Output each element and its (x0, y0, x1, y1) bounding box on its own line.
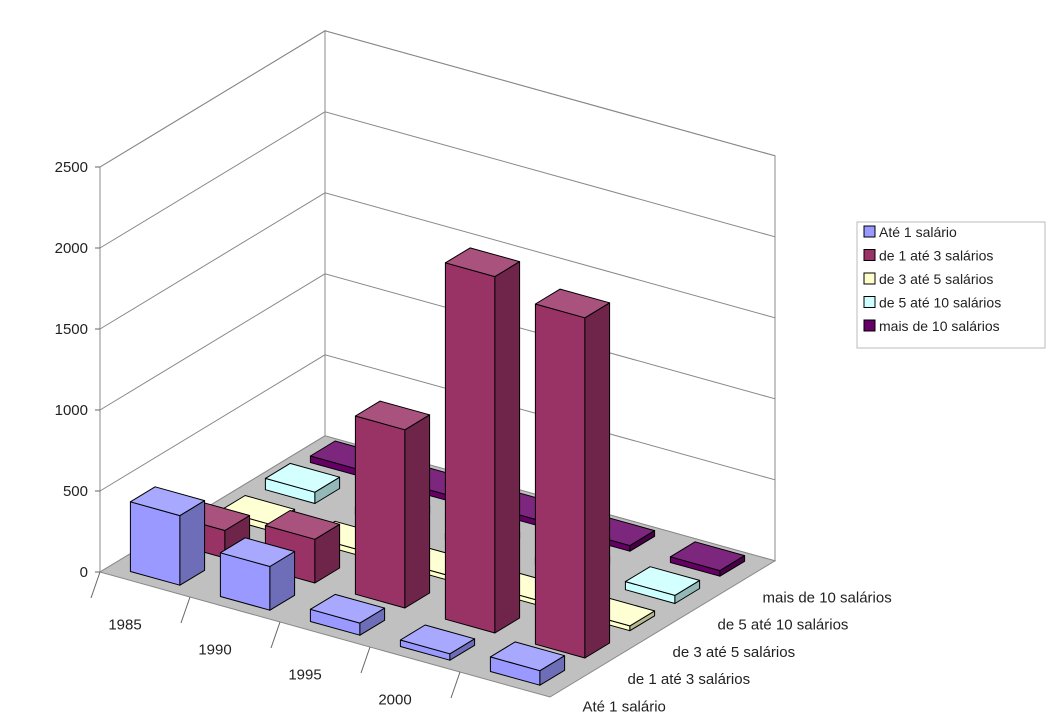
gridline (99, 354, 776, 492)
legend-label: Até 1 salário (879, 224, 957, 240)
chart-walls (99, 29, 776, 573)
legend-label: de 5 até 10 salários (879, 295, 1001, 311)
bar (669, 541, 746, 577)
legend-swatch (863, 272, 876, 285)
x-tick-label: 1990 (198, 642, 231, 659)
bar (399, 624, 476, 661)
bar-top-face (129, 486, 206, 517)
bar (129, 486, 206, 586)
depth-tick-label: de 5 até 10 salários (718, 617, 849, 634)
y-tick-label: 1000 (55, 402, 88, 419)
x-tick-mark (360, 646, 371, 674)
bars-layer (129, 247, 746, 686)
y-tick-label: 2500 (55, 159, 88, 176)
bar-side-face (404, 414, 431, 609)
bar-top-face (264, 462, 341, 493)
gridline (99, 30, 776, 168)
legend-box (856, 221, 1046, 349)
y-axis-ticks: 0 500 1000 1500 2000 2500 (55, 159, 100, 581)
bar-front-face (129, 501, 181, 586)
bar-side-face (494, 261, 521, 634)
depth-tick-label: mais de 10 salários (763, 589, 892, 606)
depth-tick-label: de 1 até 3 salários (628, 671, 751, 688)
bar-top-face (399, 624, 476, 655)
bar (264, 462, 341, 504)
depth-tick-label: de 3 até 5 salários (673, 644, 796, 661)
gridline (99, 192, 776, 330)
x-tick-mark (270, 621, 281, 649)
depth-tick-label: Até 1 salário (583, 698, 666, 713)
bar (534, 288, 611, 659)
bar-top-face (219, 537, 296, 567)
bar-top-face (264, 510, 341, 540)
x-axis-ticks: 19851990199520002005 (90, 571, 461, 709)
bar-top-face (669, 541, 746, 572)
gridline (99, 111, 776, 249)
bar-front-face (354, 415, 406, 609)
gridline (99, 273, 776, 411)
legend-swatch (863, 225, 876, 238)
bar (624, 566, 701, 604)
x-tick-mark (90, 571, 101, 599)
x-tick-label: 1985 (108, 617, 141, 634)
legend-swatch (863, 319, 876, 332)
y-tick-label: 0 (80, 564, 88, 581)
bar-top-face (309, 593, 386, 624)
y-tick-label: 1500 (55, 321, 88, 338)
x-tick-label: 1995 (288, 667, 321, 684)
legend: Até 1 salário de 1 até 3 salários de 3 até… (856, 221, 1046, 349)
bar-front-face (444, 262, 496, 634)
bar-top-face (489, 641, 566, 672)
x-tick-mark (180, 596, 191, 624)
legend-label: de 1 até 3 salários (879, 248, 993, 264)
bar-top-face (444, 247, 521, 278)
bar-top-face (354, 400, 431, 431)
bar (444, 247, 521, 634)
legend-label: de 3 até 5 salários (879, 271, 993, 287)
bar-top-face (219, 495, 296, 525)
x-tick-mark (450, 671, 461, 699)
bar (489, 641, 566, 686)
x-tick-label: 2000 (378, 692, 411, 709)
depth-axis-ticks: Até 1 salário de 1 até 3 salários de 3 até… (583, 589, 892, 713)
y-tick-label: 2000 (55, 240, 88, 257)
bar-top-face (624, 566, 701, 596)
legend-label: mais de 10 salários (879, 318, 1000, 334)
bar-front-face (534, 303, 586, 659)
legend-swatch (863, 249, 876, 261)
y-tick-label: 500 (63, 483, 88, 500)
bar-top-face (534, 288, 611, 319)
legend-swatch (863, 296, 876, 308)
bar (219, 537, 296, 611)
bar (354, 400, 431, 609)
bar (309, 593, 386, 636)
bar-side-face (584, 302, 611, 659)
